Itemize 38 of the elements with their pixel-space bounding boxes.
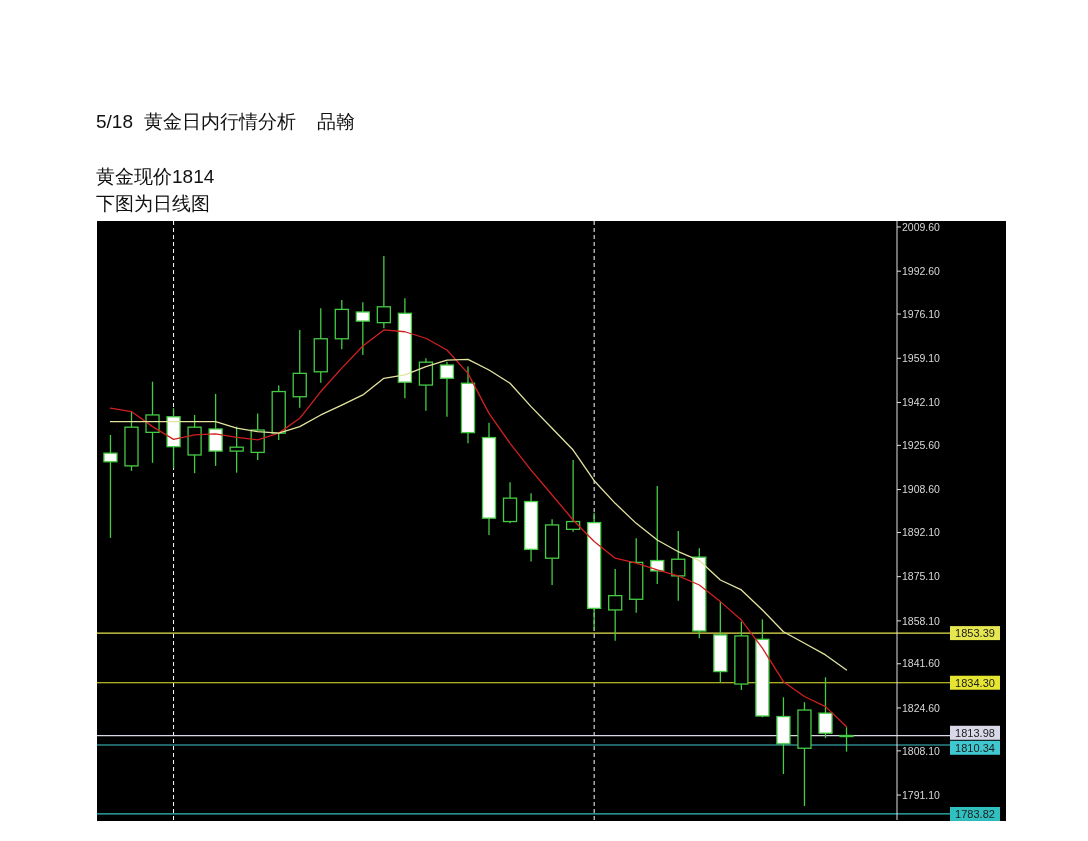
- y-tick-label: 1892.10: [902, 526, 941, 539]
- line-series: [109, 358, 848, 671]
- candlestick: [439, 361, 455, 418]
- y-tick-label: 1959.10: [902, 351, 941, 364]
- candlestick: [292, 329, 307, 409]
- candlestick: [229, 426, 244, 474]
- candlestick: [376, 255, 392, 330]
- candlestick: [502, 481, 518, 525]
- y-tick-label: 1875.10: [902, 570, 941, 583]
- y-tick-label: 1942.10: [902, 396, 941, 409]
- candlestick: [608, 568, 623, 642]
- chart-title: 5/18 黄金日内行情分析 品翰: [96, 111, 355, 132]
- candlestick: [818, 676, 833, 739]
- y-tick-label: 1841.60: [902, 657, 941, 670]
- ref-line-label: 1813.98: [955, 726, 995, 739]
- chart-subtitle: 黄金现价1814 下图为日线图: [96, 166, 215, 214]
- candlestick: [565, 459, 581, 533]
- y-tick-label: 1824.60: [902, 701, 941, 714]
- ref-line-label: 1834.30: [955, 676, 995, 689]
- y-tick-label: 1976.10: [902, 307, 941, 320]
- ref-line-label: 1853.39: [955, 626, 995, 639]
- candlestick: [839, 726, 854, 753]
- ref-line-label: 1810.34: [955, 741, 995, 754]
- y-tick-label: 1992.60: [902, 264, 941, 277]
- ref-line-label: 1783.82: [955, 807, 995, 820]
- y-tick-label: 1908.60: [902, 483, 941, 496]
- y-tick-label: 1808.10: [902, 744, 941, 757]
- line-series: [109, 329, 848, 728]
- candlestick: [418, 357, 434, 412]
- y-tick-label: 1858.10: [902, 614, 941, 627]
- y-tick-label: 2009.60: [902, 220, 941, 233]
- y-tick-label: 1925.60: [902, 439, 941, 452]
- candlestick: [355, 301, 370, 356]
- candlestick: [208, 393, 223, 467]
- candlestick: [671, 530, 686, 602]
- candlestick: [650, 485, 665, 585]
- candlestick: [103, 434, 118, 539]
- y-tick-label: 1791.10: [902, 788, 941, 801]
